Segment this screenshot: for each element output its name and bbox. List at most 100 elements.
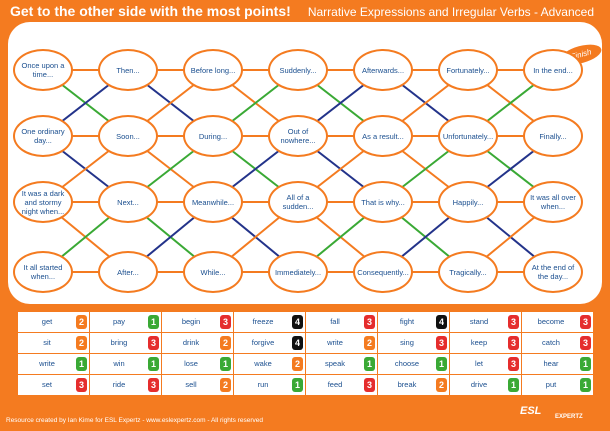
points-badge: 3 (76, 378, 87, 392)
verb-cell[interactable]: forgive 4 (234, 333, 306, 354)
verb-cell[interactable]: speak 1 (306, 354, 378, 375)
verb-word: let (475, 359, 483, 368)
verb-cell[interactable]: break 2 (378, 375, 450, 396)
board-space[interactable]: One ordinary day... (13, 115, 73, 157)
verb-word: set (41, 380, 52, 389)
points-badge: 2 (220, 378, 231, 392)
points-badge: 1 (292, 378, 303, 392)
points-badge: 1 (148, 315, 159, 329)
points-badge: 3 (364, 315, 375, 329)
verb-word: sing (400, 338, 414, 347)
points-badge: 4 (292, 336, 303, 350)
verb-word: feed (327, 380, 343, 389)
verb-cell[interactable]: let 3 (450, 354, 522, 375)
points-badge: 2 (76, 336, 87, 350)
verb-cell[interactable]: choose 1 (378, 354, 450, 375)
verb-cell[interactable]: put 1 (522, 375, 594, 396)
board-space[interactable]: Next... (98, 181, 158, 223)
verb-word: write (39, 359, 55, 368)
verb-cell[interactable]: win 1 (90, 354, 162, 375)
verb-word: choose (394, 359, 420, 368)
verb-cell[interactable]: keep 3 (450, 333, 522, 354)
points-badge: 1 (76, 357, 87, 371)
board-space[interactable]: It was all over when... (523, 181, 583, 223)
verb-cell[interactable]: stand 3 (450, 312, 522, 333)
points-badge: 3 (148, 336, 159, 350)
verb-cell[interactable]: drive 1 (450, 375, 522, 396)
points-badge: 3 (508, 315, 519, 329)
board-space[interactable]: In the end... (523, 49, 583, 91)
worksheet-title: Narrative Expressions and Irregular Verb… (307, 5, 594, 19)
verb-cell[interactable]: wake 2 (234, 354, 306, 375)
board-space[interactable]: It all started when... (13, 251, 73, 293)
board-space[interactable]: That is why... (353, 181, 413, 223)
verb-word: fall (330, 317, 340, 326)
verb-cell[interactable]: lose 1 (162, 354, 234, 375)
board-space[interactable]: At the end of the day... (523, 251, 583, 293)
points-badge: 3 (580, 336, 591, 350)
verb-cell[interactable]: become 3 (522, 312, 594, 333)
verb-grid: get 2 pay 1 begin 3 freeze 4 fall 3 fight 4 stand 3 be… (18, 312, 594, 396)
verb-cell[interactable]: get 2 (18, 312, 90, 333)
verb-cell[interactable]: run 1 (234, 375, 306, 396)
board-space[interactable]: Tragically... (438, 251, 498, 293)
esl-expertz-logo: ESL (520, 405, 542, 417)
points-badge: 1 (436, 357, 447, 371)
board-space[interactable]: After... (98, 251, 158, 293)
verb-cell[interactable]: write 1 (18, 354, 90, 375)
board-space[interactable]: While... (183, 251, 243, 293)
points-badge: 3 (436, 336, 447, 350)
verb-word: begin (181, 317, 201, 326)
board-space[interactable]: As a result... (353, 115, 413, 157)
verb-cell[interactable]: hear 1 (522, 354, 594, 375)
board-space[interactable]: Consequently... (353, 251, 413, 293)
points-badge: 3 (220, 315, 231, 329)
board-space[interactable]: Finally... (523, 115, 583, 157)
board-space[interactable]: Suddenly... (268, 49, 328, 91)
board-space[interactable]: Before long... (183, 49, 243, 91)
board-space[interactable]: During... (183, 115, 243, 157)
verb-cell[interactable]: feed 3 (306, 375, 378, 396)
board-space[interactable]: All of a sudden... (268, 181, 328, 223)
verb-word: wake (254, 359, 272, 368)
verb-word: speak (324, 359, 345, 368)
credit-text: Resource created by Ian Kime for ESL Exp… (6, 417, 263, 424)
board-space[interactable]: Out of nowhere... (268, 115, 328, 157)
points-badge: 4 (436, 315, 447, 329)
verb-word: write (327, 338, 343, 347)
verb-cell[interactable]: catch 3 (522, 333, 594, 354)
verb-cell[interactable]: fight 4 (378, 312, 450, 333)
points-badge: 4 (292, 315, 303, 329)
verb-word: run (257, 380, 269, 389)
board-space[interactable]: Meanwhile... (183, 181, 243, 223)
verb-word: freeze (252, 317, 274, 326)
verb-cell[interactable]: freeze 4 (234, 312, 306, 333)
board-space[interactable]: Soon... (98, 115, 158, 157)
verb-cell[interactable]: pay 1 (90, 312, 162, 333)
verb-cell[interactable]: sit 2 (18, 333, 90, 354)
verb-cell[interactable]: drink 2 (162, 333, 234, 354)
verb-cell[interactable]: bring 3 (90, 333, 162, 354)
verb-cell[interactable]: fall 3 (306, 312, 378, 333)
points-badge: 1 (364, 357, 375, 371)
points-badge: 1 (220, 357, 231, 371)
board-space[interactable]: Immediately... (268, 251, 328, 293)
points-badge: 1 (580, 378, 591, 392)
board-space[interactable]: Happily... (438, 181, 498, 223)
verb-cell[interactable]: ride 3 (90, 375, 162, 396)
board-space[interactable]: Then... (98, 49, 158, 91)
points-badge: 3 (508, 336, 519, 350)
verb-cell[interactable]: sing 3 (378, 333, 450, 354)
board-space[interactable]: Afterwards... (353, 49, 413, 91)
verb-word: break (397, 380, 417, 389)
board-space[interactable]: Fortunately... (438, 49, 498, 91)
points-badge: 1 (580, 357, 591, 371)
verb-cell[interactable]: set 3 (18, 375, 90, 396)
board-space[interactable]: Unfortunately... (438, 115, 498, 157)
verb-cell[interactable]: sell 2 (162, 375, 234, 396)
verb-cell[interactable]: begin 3 (162, 312, 234, 333)
verb-cell[interactable]: write 2 (306, 333, 378, 354)
board-space[interactable]: Once upon a time... (13, 49, 73, 91)
board-space[interactable]: It was a dark and stormy night when... (13, 181, 73, 223)
verb-word: drive (470, 380, 488, 389)
